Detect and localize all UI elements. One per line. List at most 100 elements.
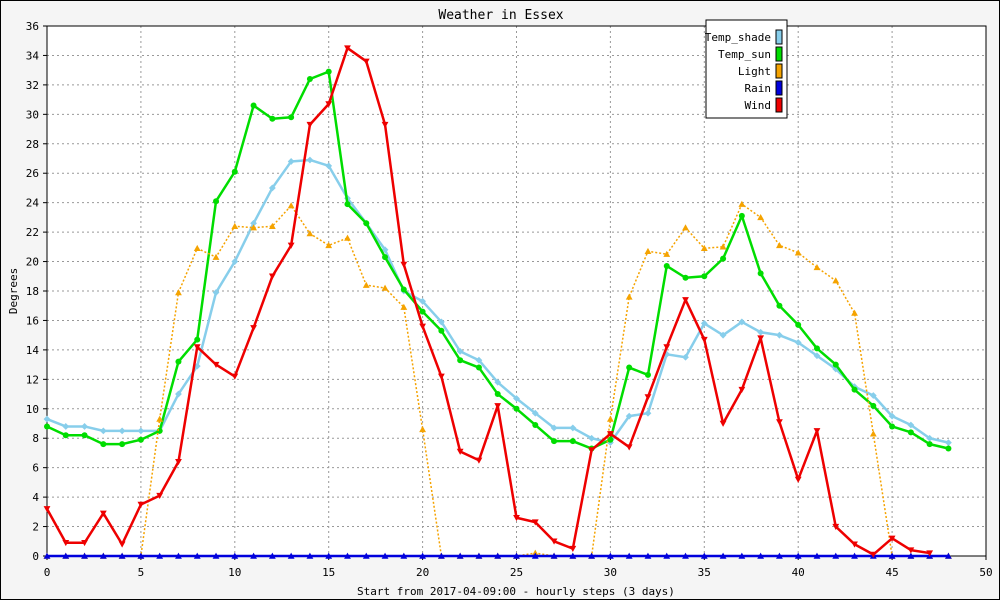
data-point <box>287 552 295 559</box>
data-point <box>813 345 820 352</box>
data-point <box>644 371 651 378</box>
data-point <box>700 336 708 343</box>
x-tick-label: 0 <box>44 566 51 579</box>
data-point <box>550 552 558 559</box>
data-point <box>400 286 407 293</box>
series-rain <box>43 552 952 559</box>
data-point <box>531 409 539 417</box>
data-point <box>250 219 257 227</box>
y-tick-label: 30 <box>26 108 39 121</box>
data-point <box>475 364 482 371</box>
data-point <box>100 441 107 448</box>
data-point <box>362 552 370 559</box>
data-point <box>419 425 426 433</box>
data-point <box>644 394 652 401</box>
data-point <box>62 432 69 439</box>
data-point <box>757 552 765 559</box>
data-point <box>156 492 164 500</box>
data-point <box>738 212 745 219</box>
data-point <box>607 552 614 559</box>
y-tick-label: 10 <box>26 403 39 416</box>
data-point <box>325 101 333 108</box>
data-point <box>212 253 220 260</box>
data-point <box>625 552 633 559</box>
data-point <box>682 353 689 361</box>
data-point <box>193 344 201 351</box>
x-tick-label: 25 <box>510 566 523 579</box>
x-tick-label: 10 <box>228 566 241 579</box>
data-point <box>118 552 126 559</box>
data-point <box>682 552 689 559</box>
data-point <box>532 421 539 428</box>
data-point <box>531 552 539 559</box>
data-point <box>43 506 51 513</box>
data-point <box>907 552 915 559</box>
x-tick-label: 50 <box>979 566 992 579</box>
data-point <box>700 244 708 252</box>
data-point <box>456 347 464 355</box>
data-point <box>945 439 952 447</box>
data-point <box>344 45 351 52</box>
series-wind <box>43 45 934 558</box>
data-point <box>193 362 201 370</box>
data-point <box>682 274 689 281</box>
data-point <box>513 515 520 522</box>
data-point <box>456 448 464 455</box>
data-point <box>344 552 351 559</box>
data-point <box>81 552 88 559</box>
legend-swatch <box>775 97 783 113</box>
data-point <box>381 121 389 129</box>
data-point <box>550 424 558 432</box>
data-point <box>419 323 426 330</box>
data-point <box>269 115 276 122</box>
data-point <box>513 395 520 402</box>
data-point <box>156 415 164 422</box>
data-point <box>644 409 652 417</box>
data-point <box>794 476 802 483</box>
data-point <box>701 273 708 280</box>
data-point <box>888 535 896 542</box>
legend: Temp_shade Temp_sun Light Rain Wind <box>705 19 788 119</box>
data-point <box>81 423 88 430</box>
y-tick-label: 28 <box>26 138 39 151</box>
data-point <box>644 247 652 254</box>
data-point <box>926 434 934 442</box>
data-point <box>400 303 408 310</box>
legend-swatch <box>775 29 783 45</box>
data-point <box>287 158 295 165</box>
legend-label: Temp_sun <box>718 48 771 61</box>
data-point <box>719 552 727 559</box>
data-point <box>813 264 821 271</box>
data-point <box>62 552 70 559</box>
data-point <box>118 427 126 435</box>
data-point <box>250 325 257 332</box>
data-point <box>569 438 576 445</box>
x-tick-label: 20 <box>416 566 429 579</box>
data-point <box>851 541 858 548</box>
data-point <box>287 242 295 249</box>
data-point <box>381 552 389 559</box>
data-point <box>438 327 445 334</box>
data-point <box>795 321 802 328</box>
data-point <box>306 552 314 559</box>
y-tick-label: 24 <box>26 197 40 210</box>
data-point <box>663 262 670 269</box>
data-point <box>738 552 746 559</box>
data-point <box>588 434 596 442</box>
data-point <box>175 390 182 398</box>
y-tick-label: 14 <box>26 344 40 357</box>
data-point <box>738 318 746 326</box>
data-point <box>212 289 220 296</box>
data-point <box>719 243 727 250</box>
data-point <box>494 552 502 559</box>
data-point <box>494 391 501 398</box>
data-point <box>663 344 671 351</box>
data-point <box>832 361 839 368</box>
data-point <box>212 361 220 369</box>
data-point <box>794 339 802 346</box>
data-point <box>494 403 502 410</box>
data-point <box>288 114 295 121</box>
data-point <box>945 552 952 559</box>
data-point <box>213 198 220 205</box>
